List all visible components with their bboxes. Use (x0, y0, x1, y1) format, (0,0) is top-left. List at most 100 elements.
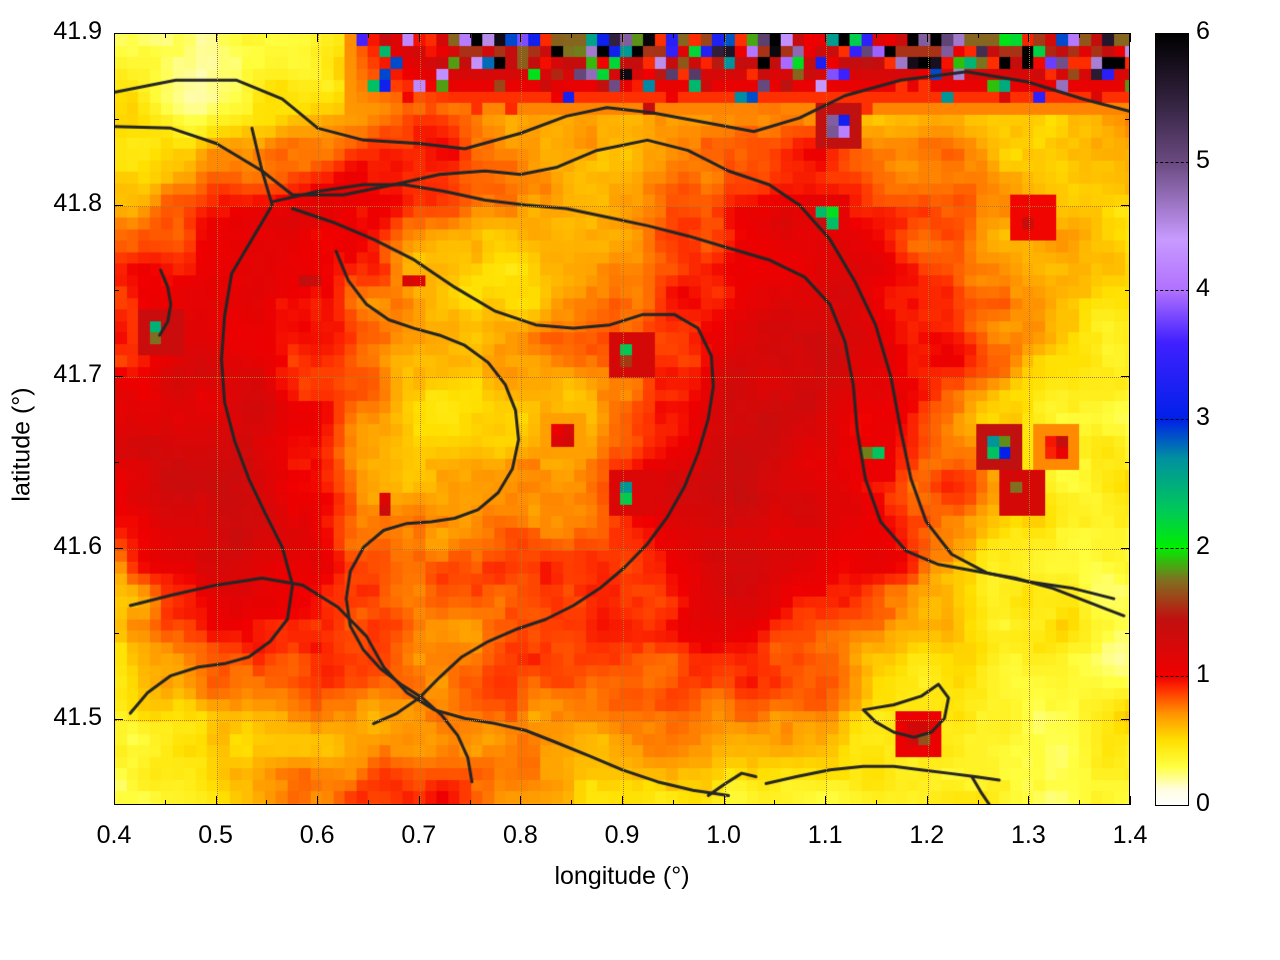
y-tick-label: 41.7 (53, 360, 102, 389)
axis-tick (1130, 33, 1131, 42)
axis-tick (114, 376, 123, 378)
axis-tick (1125, 461, 1130, 463)
axis-tick (876, 33, 877, 38)
axis-tick (469, 800, 471, 805)
x-tick-label: 1.2 (909, 821, 945, 849)
axis-tick (215, 33, 217, 42)
axis-tick (317, 796, 319, 805)
axis-tick (1125, 118, 1130, 120)
colorbar-tick-label: 2 (1196, 531, 1210, 560)
axis-tick (1121, 719, 1130, 721)
axis-tick (571, 800, 573, 805)
axis-tick (114, 633, 119, 635)
axis-tick (977, 800, 979, 805)
grid-line-vertical (927, 34, 929, 804)
axis-tick (164, 800, 166, 805)
grid-line-vertical (826, 34, 828, 804)
axis-tick (774, 33, 776, 38)
axis-tick (1121, 33, 1130, 34)
axis-tick (1121, 547, 1130, 549)
x-tick-label: 0.8 (503, 821, 538, 849)
axis-tick (723, 796, 725, 805)
x-tick-label: 1.4 (1112, 821, 1148, 849)
x-tick-label: 1.1 (807, 821, 843, 849)
axis-tick (1125, 633, 1130, 635)
axis-tick (114, 796, 115, 805)
axis-tick (977, 33, 979, 38)
axis-tick (672, 33, 674, 38)
axis-tick (266, 33, 268, 38)
y-axis-title: latitude (°) (7, 387, 36, 502)
axis-tick (926, 796, 928, 805)
axis-tick (114, 461, 119, 463)
x-tick-label: 0.4 (96, 821, 132, 849)
grid-line-vertical (216, 34, 218, 804)
grid-line-vertical (521, 34, 523, 804)
axis-tick (317, 33, 319, 42)
colorbar-tick-label: 3 (1196, 403, 1210, 431)
axis-tick (672, 800, 674, 805)
axis-tick (774, 800, 776, 805)
grid-line-horizontal (115, 377, 1129, 379)
axis-tick (1121, 204, 1130, 206)
axis-tick (114, 118, 119, 120)
axis-tick (114, 33, 115, 42)
grid-line-vertical (419, 34, 421, 804)
axis-tick (825, 796, 827, 805)
colorbar-tick-label: 0 (1196, 789, 1210, 817)
axis-tick (622, 796, 623, 805)
axis-tick (164, 33, 166, 38)
axis-tick (114, 719, 123, 721)
grid-line-vertical (724, 34, 726, 804)
x-tick-label: 0.7 (401, 821, 437, 849)
colorbar-tick (1155, 290, 1189, 292)
axis-tick (368, 33, 369, 38)
y-tick-label: 41.5 (53, 703, 102, 732)
axis-tick (926, 33, 928, 42)
colorbar-tick-label: 1 (1196, 660, 1210, 689)
axis-tick (1079, 800, 1081, 805)
y-tick-label: 41.6 (53, 531, 102, 560)
axis-tick (114, 547, 123, 549)
axis-tick (723, 33, 725, 42)
axis-tick (520, 33, 522, 42)
axis-tick (1130, 796, 1131, 805)
colorbar-tick (1155, 547, 1189, 549)
axis-tick (469, 33, 471, 38)
x-axis-title: longitude (°) (554, 862, 690, 890)
axis-tick (266, 800, 268, 805)
axis-tick (1125, 290, 1130, 292)
y-tick-label: 41.9 (53, 17, 102, 45)
y-tick-label: 41.8 (53, 188, 102, 217)
heatmap-plot-area (114, 33, 1130, 805)
grid-line-horizontal (115, 548, 1129, 550)
axis-tick (114, 290, 119, 292)
axis-tick (571, 33, 573, 38)
axis-tick (215, 796, 217, 805)
x-tick-label: 1.3 (1011, 821, 1046, 849)
axis-tick (520, 796, 522, 805)
grid-line-vertical (318, 34, 320, 804)
axis-tick (876, 800, 877, 805)
x-tick-label: 1.0 (706, 821, 741, 849)
axis-tick (114, 204, 123, 206)
grid-line-horizontal (115, 205, 1129, 207)
colorbar-tick-label: 5 (1196, 145, 1210, 174)
grid-line-horizontal (115, 720, 1129, 722)
axis-tick (1028, 796, 1030, 805)
colorbar-tick (1155, 676, 1189, 678)
grid-line-vertical (623, 34, 624, 804)
axis-tick (1121, 376, 1130, 378)
axis-tick (368, 800, 369, 805)
tke-heatmap-canvas (115, 34, 1129, 804)
axis-tick (1028, 33, 1030, 42)
axis-tick (418, 33, 420, 42)
axis-tick (1079, 33, 1081, 38)
axis-tick (114, 33, 123, 34)
x-tick-label: 0.6 (299, 821, 335, 849)
axis-tick (825, 33, 827, 42)
colorbar-tick-label: 4 (1196, 274, 1210, 303)
colorbar-tick-label: 6 (1196, 17, 1210, 45)
axis-tick (622, 33, 623, 42)
grid-line-vertical (1029, 34, 1031, 804)
